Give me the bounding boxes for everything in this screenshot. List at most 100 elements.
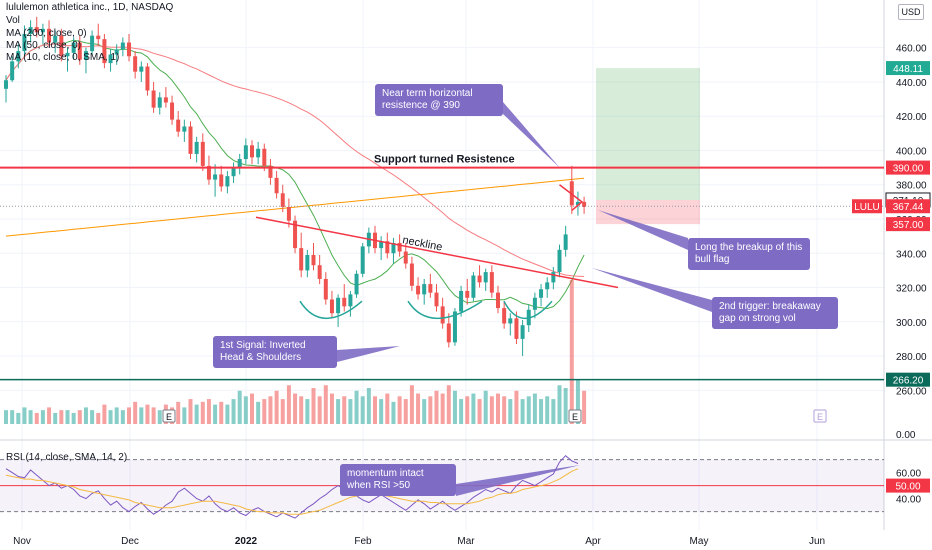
candle-body	[563, 234, 568, 250]
candle-body	[268, 165, 273, 178]
volume-bar	[243, 396, 248, 424]
candle-body	[409, 263, 414, 286]
support-resistance-label: Support turned Resistence	[374, 153, 515, 165]
candle	[379, 236, 384, 261]
volume-bar	[496, 393, 500, 424]
price-tick-label: 400.00	[896, 146, 927, 157]
volume-bar	[520, 399, 525, 424]
candle	[250, 140, 254, 165]
volume-bar	[90, 410, 95, 424]
candle-body	[4, 80, 8, 89]
candle	[83, 47, 88, 74]
candle	[403, 242, 408, 269]
volume-bar	[194, 404, 199, 424]
candle	[465, 278, 470, 305]
candle	[532, 292, 537, 319]
candle	[237, 153, 242, 175]
candle	[422, 278, 427, 305]
price-tag-value: 357.00	[893, 220, 924, 231]
callout-breakup: Long the breakup of this bull flag	[688, 238, 810, 270]
volume-tick-label: 0.00	[896, 430, 916, 441]
candle-body	[157, 97, 162, 108]
candle-body	[311, 254, 316, 266]
volume-bar	[286, 385, 291, 424]
candle	[477, 265, 482, 288]
candle	[305, 249, 310, 278]
volume-bar	[379, 399, 384, 424]
chart-overlays	[5, 39, 700, 310]
ma-legend-50: MA (50, close, 0)	[6, 40, 82, 51]
candle-body	[170, 102, 175, 120]
rsi-pane	[0, 455, 884, 519]
candle	[496, 285, 500, 314]
candle-body	[176, 119, 181, 132]
volume-bar	[539, 399, 544, 424]
candle	[551, 266, 556, 290]
candle	[96, 23, 101, 46]
currency-button[interactable]: USD	[898, 4, 924, 20]
candle-body	[262, 148, 267, 166]
candle-body	[219, 174, 224, 187]
candle-body	[250, 145, 254, 158]
candle	[34, 16, 39, 38]
volume-bar	[465, 396, 470, 424]
candle-body	[428, 284, 433, 293]
volume-bar	[502, 396, 507, 424]
candle	[77, 35, 82, 65]
price-tag-box	[886, 61, 930, 76]
candle-body	[243, 145, 248, 160]
callout-momentum: momentum intact when RSI >50	[340, 464, 456, 496]
price-tag-box	[886, 199, 930, 214]
candle	[53, 30, 58, 53]
candle-body	[502, 308, 507, 324]
candle-body	[354, 273, 359, 295]
earnings-box	[162, 409, 176, 423]
volume-bar	[311, 388, 316, 424]
volume-bar	[10, 410, 15, 424]
candle-body	[532, 297, 537, 310]
candle-body	[416, 285, 421, 295]
volume-bar	[336, 399, 341, 424]
candle	[459, 285, 464, 317]
candle-body	[557, 249, 562, 273]
candle	[360, 242, 365, 278]
time-tick-label: May	[690, 536, 709, 547]
candle-body	[114, 49, 119, 55]
rsi-midline-tag-box	[886, 478, 930, 493]
price-tag-support: 266.20	[886, 372, 930, 387]
candle	[163, 87, 168, 108]
target-zone	[596, 68, 700, 200]
candle	[446, 313, 451, 348]
volume-bar	[28, 410, 33, 424]
volume-bar	[274, 390, 279, 424]
candle	[293, 215, 298, 254]
candle-body	[83, 51, 88, 60]
candle-body	[483, 272, 488, 283]
candle-body	[575, 201, 580, 206]
candle-body	[71, 42, 76, 53]
time-tick-label: Apr	[585, 536, 601, 547]
candle-body	[90, 35, 95, 52]
rsi-legend: RSI (14, close, SMA, 14, 2)	[6, 452, 128, 463]
drawings: Support turned Resistence neckline E E E	[0, 102, 884, 496]
candle	[176, 111, 181, 137]
candle	[170, 95, 175, 125]
volume-bar	[305, 399, 310, 424]
earnings-marker: E	[162, 409, 176, 423]
volume-bar	[225, 404, 230, 424]
price-tick-label: 460.00	[896, 44, 927, 55]
candle	[213, 164, 218, 197]
volume-bar	[446, 385, 451, 424]
candle	[71, 37, 76, 60]
price-axis[interactable]: 460.00440.00420.00400.00380.00360.00340.…	[852, 44, 931, 506]
candle-body	[434, 292, 439, 307]
symbol-tag-label: LULU	[854, 202, 880, 213]
candle	[286, 198, 291, 228]
time-axis[interactable]: Nov Dec 2022 Feb Mar Apr May Jun	[13, 536, 825, 547]
volume-bar	[16, 412, 21, 424]
volume-bar	[127, 407, 131, 424]
candle-body	[151, 90, 156, 108]
volume-bar	[71, 412, 76, 424]
volume-bar	[434, 390, 439, 424]
